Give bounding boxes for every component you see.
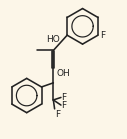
Text: HO: HO [46, 35, 60, 44]
Text: F: F [62, 93, 67, 102]
Text: OH: OH [57, 69, 70, 78]
Text: F: F [55, 110, 60, 119]
Text: F: F [100, 31, 105, 40]
Text: F: F [62, 101, 67, 110]
